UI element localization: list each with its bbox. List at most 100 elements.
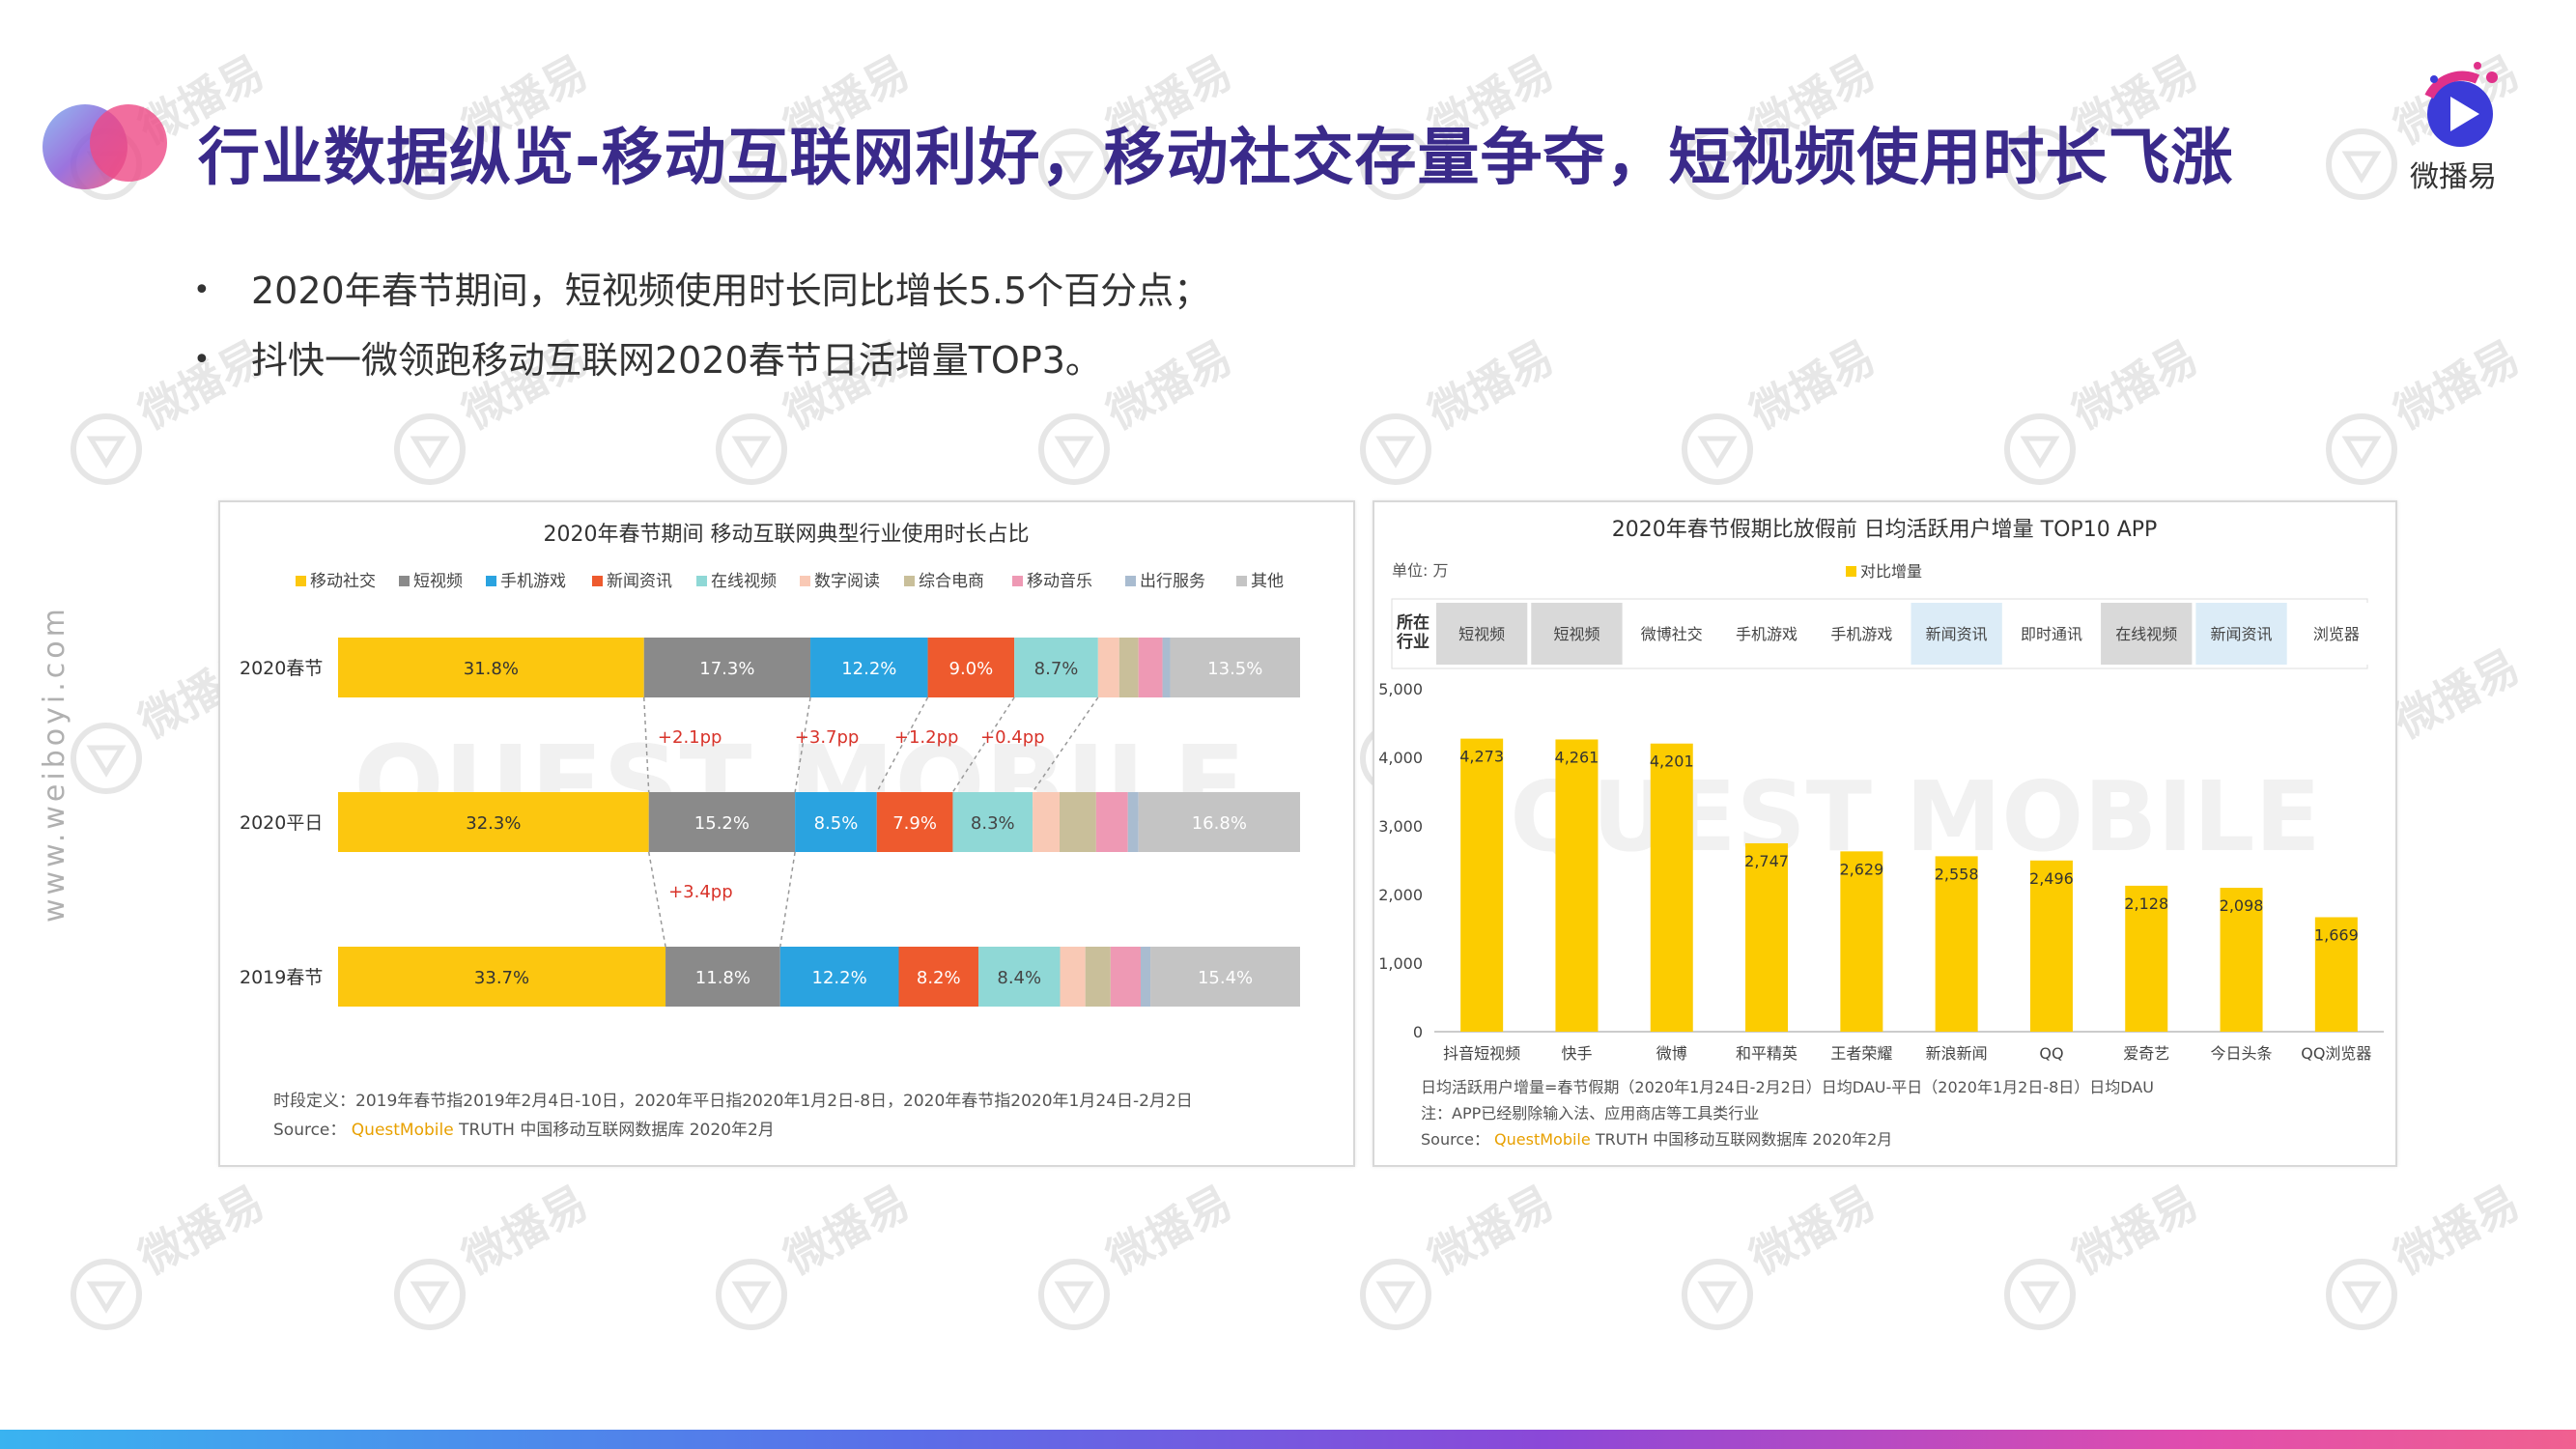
- watermark-stamp: 微播易: [1038, 1176, 1240, 1330]
- connector-line: [642, 696, 650, 793]
- watermark-text: 微播易: [1741, 1176, 1883, 1285]
- bar-segment: [1141, 947, 1151, 1007]
- watermark-text: 微播易: [2385, 330, 2528, 440]
- watermark-icon: [716, 413, 787, 485]
- watermark-stamp: 微播易: [1682, 1176, 1883, 1330]
- bar-segment: [977, 947, 1061, 1007]
- bar-segment: [338, 947, 666, 1007]
- bar: [2029, 860, 2073, 1032]
- bar-segment: [1033, 792, 1060, 852]
- watermark-triangle-icon: [1054, 436, 1094, 469]
- watermark-icon: [1360, 413, 1431, 485]
- bar-segment: [665, 947, 780, 1007]
- watermark-icon: [1682, 413, 1753, 485]
- bar-segment: [1170, 638, 1300, 697]
- legend-label: 数字阅读: [814, 572, 880, 591]
- bar-value-label: 33.7%: [474, 968, 529, 988]
- industry-cell: [1626, 603, 1717, 665]
- unit-label: 单位: 万: [1392, 561, 1448, 580]
- x-tick-label: 王者荣耀: [1830, 1044, 1892, 1063]
- watermark-text: 微播易: [1097, 1176, 1240, 1285]
- legend-label: 对比增量: [1860, 562, 1922, 581]
- chart-title: 2020年春节假期比放假前 日均活跃用户增量 TOP10 APP: [1612, 518, 2158, 542]
- change-annotation: +1.2pp: [894, 727, 959, 748]
- decorative-blob-icon: [42, 104, 167, 189]
- industry-cell: [2101, 603, 2193, 665]
- watermark-triangle-icon: [86, 1281, 127, 1314]
- bar-segment: [876, 792, 953, 852]
- bar-segment: [1118, 638, 1139, 697]
- industry-cell: [1436, 603, 1528, 665]
- industry-header: 行业: [1396, 632, 1430, 652]
- legend-label: 综合电商: [919, 572, 984, 591]
- legend-swatch: [296, 576, 306, 586]
- bar: [1745, 842, 1789, 1032]
- bar-segment: [1095, 792, 1128, 852]
- x-tick-label: QQ: [2039, 1044, 2063, 1063]
- watermark-triangle-icon: [410, 436, 450, 469]
- bar: [2220, 888, 2263, 1032]
- legend-label: 移动音乐: [1027, 572, 1092, 591]
- bullet-text: 抖快一微领跑移动互联网2020春节日活增量TOP3。: [251, 339, 1102, 382]
- y-tick-label: 5,000: [1378, 680, 1423, 698]
- watermark-triangle-icon: [2020, 436, 2060, 469]
- dau-increase-chart-panel: QUEST MOBILE 2020年春节假期比放假前 日均活跃用户增量 TOP1…: [1373, 500, 2397, 1167]
- bar-segment: [1060, 947, 1086, 1007]
- industry-label: 新闻资讯: [1926, 625, 1988, 643]
- x-tick-label: 今日头条: [2211, 1044, 2273, 1063]
- watermark-icon: [2326, 128, 2397, 200]
- connector-line: [876, 696, 929, 793]
- source-prefix: Source：: [273, 1121, 352, 1140]
- watermark-triangle-icon: [2020, 1281, 2060, 1314]
- bar-segment: [1150, 947, 1300, 1007]
- bar-value-label: 16.8%: [1192, 813, 1247, 834]
- industry-label: 短视频: [1553, 625, 1599, 643]
- watermark-icon: [716, 1259, 787, 1330]
- bar-segment: [338, 638, 644, 697]
- bar-series: 4,273 抖音短视频 4,261 快手 4,201 微博 2,747 和平精英 2,629 王者…: [1443, 738, 2371, 1063]
- bar-value-label: 8.2%: [917, 968, 961, 988]
- legend-label: 移动社交: [310, 572, 376, 591]
- watermark-triangle-icon: [2341, 1281, 2382, 1314]
- watermark-text: 微播易: [1419, 330, 1562, 440]
- bullet-list: • 2020年春节期间，短视频使用时长同比增长5.5个百分点； • 抖快一微领跑移动…: [193, 256, 1210, 395]
- watermark-triangle-icon: [86, 436, 127, 469]
- bar-segment: [795, 792, 877, 852]
- watermark-triangle-icon: [2341, 151, 2382, 184]
- industry-label: 手机游戏: [1736, 625, 1798, 643]
- bar-value-label: 2,128: [2124, 895, 2168, 913]
- dau-increase-chart: QUEST MOBILE 2020年春节假期比放假前 日均活跃用户增量 TOP1…: [1378, 518, 2384, 1149]
- usage-share-chart: QUEST MOBILE 2020年春节期间 移动互联网典型行业使用时长占比 移…: [240, 523, 1300, 1140]
- watermark-icon: [1360, 1259, 1431, 1330]
- bullet-item: • 抖快一微领跑移动互联网2020春节日活增量TOP3。: [193, 326, 1210, 395]
- brand-logo: 微播易: [2400, 58, 2506, 194]
- legend-swatch: [696, 576, 707, 586]
- x-tick-label: 爱奇艺: [2123, 1044, 2169, 1063]
- bar-value-label: 7.9%: [892, 813, 937, 834]
- watermark-triangle-icon: [1054, 1281, 1094, 1314]
- bar-segment: [1162, 638, 1171, 697]
- legend-label: 手机游戏: [500, 572, 566, 591]
- bar-segment: [1110, 947, 1142, 1007]
- footnote: 注：APP已经剔除输入法、应用商店等工具类行业: [1421, 1104, 1759, 1122]
- connector-line: [951, 696, 1015, 793]
- legend-swatch: [1012, 576, 1023, 586]
- watermark-icon: [394, 413, 466, 485]
- x-tick-label: 抖音短视频: [1443, 1044, 1520, 1063]
- bar-segment: [898, 947, 978, 1007]
- bar-value-label: 8.7%: [1034, 659, 1079, 679]
- watermark-triangle-icon: [2341, 436, 2382, 469]
- bar-value-label: 1,669: [2314, 926, 2359, 945]
- watermark-triangle-icon: [410, 1281, 450, 1314]
- industry-label: 新闻资讯: [2211, 625, 2273, 643]
- industry-label: 浏览器: [2313, 625, 2360, 643]
- watermark-stamp: 微播易: [2326, 330, 2528, 485]
- watermark-text: 微播易: [2063, 1176, 2206, 1285]
- watermark-stamp: 微播易: [2004, 1176, 2206, 1330]
- bar-segment: [648, 792, 796, 852]
- watermark-icon: [2326, 1259, 2397, 1330]
- change-annotation: +3.4pp: [668, 882, 733, 902]
- watermark-icon: [71, 723, 142, 794]
- slide-title: 行业数据纵览-移动互联网利好，移动社交存量争夺，短视频使用时长飞涨: [198, 123, 2234, 194]
